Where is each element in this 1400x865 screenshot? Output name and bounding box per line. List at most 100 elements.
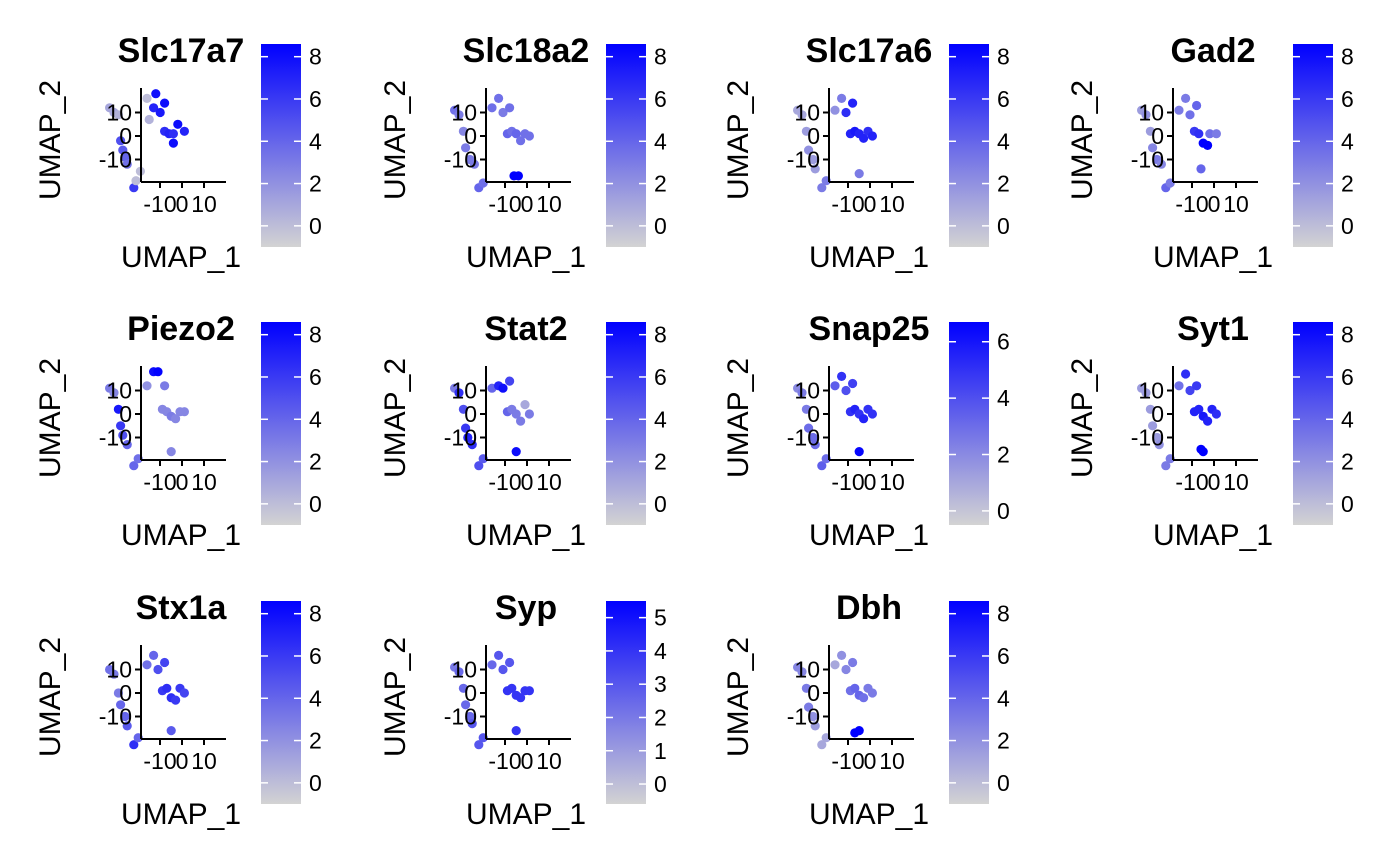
- data-point: [162, 683, 172, 693]
- colorbar-tick-label: 8: [654, 322, 667, 348]
- data-point: [153, 367, 163, 377]
- y-tick-label: -10: [444, 425, 477, 451]
- data-point: [1156, 159, 1166, 169]
- data-point: [804, 145, 814, 155]
- data-point: [817, 740, 827, 750]
- data-point: [524, 409, 534, 419]
- y-tick-label: 10: [106, 657, 132, 683]
- data-point: [516, 136, 526, 146]
- data-point: [179, 407, 189, 417]
- colorbar-tick-label: 2: [309, 449, 322, 475]
- y-tick-label: 10: [451, 100, 477, 126]
- data-point: [867, 409, 877, 419]
- x-tick-label: -10: [143, 748, 176, 774]
- y-tick-label: 0: [1151, 401, 1164, 427]
- data-point: [120, 152, 130, 162]
- colorbar-tick-label: 0: [997, 213, 1010, 239]
- data-point: [1141, 388, 1151, 398]
- data-point: [1145, 126, 1155, 136]
- y-tick-label: 10: [794, 378, 820, 404]
- colorbar-tick-label: 4: [654, 406, 667, 432]
- data-point: [511, 726, 521, 736]
- data-point: [461, 423, 471, 433]
- data-point: [524, 131, 534, 141]
- colorbar-tick-label: 8: [309, 322, 322, 348]
- data-point: [168, 129, 178, 139]
- y-tick-label: 10: [106, 100, 132, 126]
- colorbar-tick-label: 4: [997, 385, 1010, 411]
- data-point: [129, 183, 139, 193]
- data-point: [122, 440, 132, 450]
- colorbar: [949, 601, 989, 804]
- data-point: [859, 133, 869, 143]
- data-point: [179, 688, 189, 698]
- colorbar-tick-label: 2: [309, 171, 322, 197]
- colorbar-tick-label: 0: [654, 771, 667, 797]
- colorbar-tick-label: 2: [1341, 171, 1354, 197]
- data-point: [1152, 432, 1162, 443]
- y-tick-label: 10: [794, 657, 820, 683]
- y-tick-label: 10: [1138, 100, 1164, 126]
- data-point: [804, 423, 814, 433]
- data-point: [505, 376, 515, 386]
- data-point: [160, 98, 170, 108]
- data-point: [142, 93, 152, 103]
- data-point: [171, 414, 181, 424]
- panel-title: Slc18a2: [463, 32, 590, 70]
- data-point: [142, 660, 152, 670]
- data-point: [467, 440, 477, 450]
- colorbar-tick-label: 6: [309, 643, 322, 669]
- data-point: [867, 131, 877, 141]
- colorbar-tick-label: 6: [654, 364, 667, 390]
- colorbar-tick-label: 0: [1341, 491, 1354, 517]
- colorbar-tick-label: 4: [997, 685, 1010, 711]
- y-tick-label: -10: [99, 704, 132, 730]
- x-tick-label: 10: [536, 748, 562, 774]
- colorbar-tick-label: 2: [309, 728, 322, 754]
- data-point: [808, 432, 818, 443]
- panel-title: Dbh: [836, 589, 902, 627]
- data-point: [507, 683, 517, 693]
- colorbar-tick-label: 6: [654, 86, 667, 112]
- colorbar-tick-label: 2: [997, 728, 1010, 754]
- data-point: [1148, 143, 1158, 153]
- x-tick-label: 10: [879, 748, 905, 774]
- data-point: [1174, 105, 1184, 115]
- data-point: [118, 145, 128, 155]
- colorbar-tick-label: 8: [654, 44, 667, 70]
- data-point: [487, 103, 497, 113]
- data-point: [1192, 381, 1202, 391]
- data-point: [113, 688, 123, 698]
- data-point: [511, 447, 521, 457]
- x-tick-label: 10: [536, 191, 562, 217]
- data-point: [1161, 461, 1171, 471]
- data-point: [817, 183, 827, 193]
- data-point: [797, 110, 807, 120]
- colorbar: [949, 322, 989, 525]
- data-point: [153, 664, 163, 675]
- data-point: [1196, 164, 1206, 174]
- colorbar: [261, 322, 301, 525]
- y-tick-label: -10: [444, 147, 477, 173]
- data-point: [1203, 416, 1213, 426]
- colorbar-tick-label: 4: [654, 128, 667, 154]
- data-point: [149, 650, 159, 660]
- y-axis-label: UMAP_2: [34, 80, 67, 200]
- colorbar-tick-label: 0: [997, 498, 1010, 524]
- x-tick-label: 10: [191, 469, 217, 495]
- y-tick-label: 0: [807, 680, 820, 706]
- colorbar-tick-label: 0: [997, 770, 1010, 796]
- data-point: [166, 447, 176, 457]
- data-point: [1185, 385, 1195, 396]
- colorbar-tick-label: 6: [309, 364, 322, 390]
- x-tick-label: 0: [521, 191, 534, 217]
- colorbar-tick-label: 6: [997, 643, 1010, 669]
- colorbar-tick-label: 8: [309, 44, 322, 70]
- colorbar-tick-label: 8: [1341, 44, 1354, 70]
- colorbar-tick-label: 6: [1341, 364, 1354, 390]
- data-point: [859, 693, 869, 703]
- x-tick-label: -10: [143, 469, 176, 495]
- data-point: [810, 721, 820, 731]
- colorbar-tick-label: 0: [309, 770, 322, 796]
